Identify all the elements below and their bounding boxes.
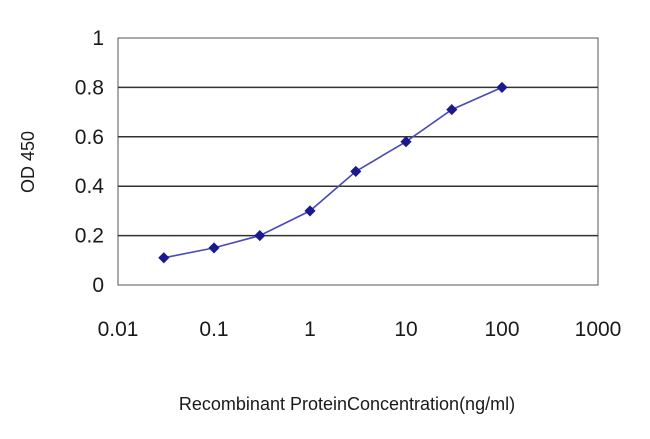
data-point-marker [446,104,458,116]
y-tick-label: 0.8 [75,76,104,99]
x-tick-label: 10 [394,318,417,341]
data-point-marker [350,165,362,177]
y-tick-label: 0.4 [75,175,105,198]
y-tick-label: 0 [92,274,104,297]
x-tick-label: 1 [304,318,316,341]
x-tick-label: 0.01 [98,318,139,341]
data-point-marker [208,242,220,254]
data-markers [158,81,508,264]
grid-lines [118,86,598,237]
data-point-marker [304,205,316,217]
y-tick-labels: 0 0.2 0.4 0.6 0.8 1 [75,27,105,297]
x-tick-label: 1000 [575,318,622,341]
data-point-marker [400,136,412,148]
data-point-marker [496,81,508,93]
x-tick-label: 0.1 [199,318,228,341]
series-line [163,86,503,259]
data-point-marker [254,230,266,242]
plot-frame [117,37,599,286]
y-axis-label: OD 450 [18,131,38,193]
data-point-marker [158,252,170,264]
plot-area [117,37,599,286]
x-tick-label: 100 [484,318,519,341]
y-tick-label: 0.2 [75,225,104,248]
x-tick-labels: 0.01 0.1 1 10 100 1000 [98,318,622,341]
x-axis-label: Recombinant ProteinConcentration(ng/ml) [179,394,515,414]
y-tick-label: 1 [92,27,104,50]
y-tick-label: 0.6 [75,126,104,149]
